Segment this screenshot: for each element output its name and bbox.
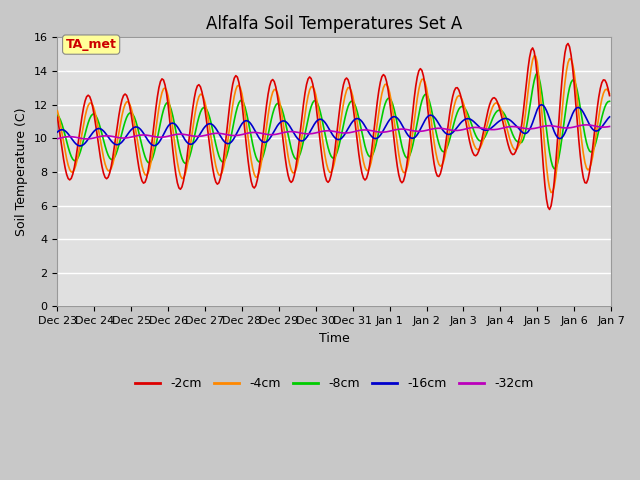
Title: Alfalfa Soil Temperatures Set A: Alfalfa Soil Temperatures Set A — [206, 15, 462, 33]
Legend: -2cm, -4cm, -8cm, -16cm, -32cm: -2cm, -4cm, -8cm, -16cm, -32cm — [130, 372, 538, 395]
Y-axis label: Soil Temperature (C): Soil Temperature (C) — [15, 108, 28, 236]
X-axis label: Time: Time — [319, 332, 349, 345]
Text: TA_met: TA_met — [66, 38, 116, 51]
